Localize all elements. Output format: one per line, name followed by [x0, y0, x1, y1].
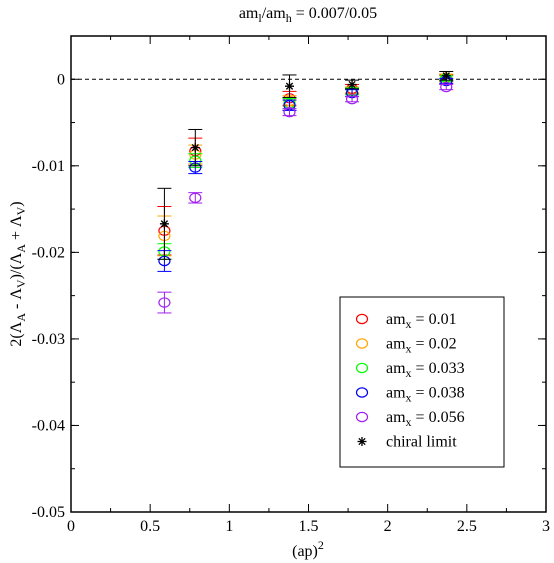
legend-label: amx = 0.02 — [386, 336, 457, 356]
legend-marker — [355, 411, 369, 423]
data-point — [189, 192, 202, 204]
data-point — [441, 71, 451, 81]
series-3 — [157, 75, 454, 272]
series-1 — [157, 72, 454, 257]
axis-ticks: 0 0.5 1 1.5 2 2.5 3 0 -0.01 -0.02 -0.03 -0.04 -0.05 — [32, 36, 550, 535]
y-tick-label: 0 — [57, 71, 65, 88]
x-tick-label: 2 — [384, 518, 392, 535]
x-tick-label: 1 — [225, 518, 233, 535]
legend-label: amx = 0.01 — [386, 311, 457, 331]
data-point — [345, 93, 359, 105]
y-axis-label: 2(ΛA - ΛV)/(ΛA + ΛV) — [8, 201, 28, 346]
data-point — [347, 79, 357, 89]
data-point — [283, 106, 296, 118]
data-point — [190, 143, 200, 153]
y-tick-label: -0.05 — [32, 504, 65, 521]
series-layer — [157, 70, 454, 314]
x-tick-label: 1.5 — [299, 518, 319, 535]
data-point — [159, 219, 169, 229]
y-tick-label: -0.01 — [32, 158, 65, 175]
series-4 — [157, 81, 454, 314]
legend-marker — [355, 387, 369, 398]
legend-marker — [355, 338, 369, 349]
series-2 — [157, 73, 454, 260]
y-tick-label: -0.04 — [32, 417, 65, 434]
x-tick-label: 3 — [542, 518, 550, 535]
data-point — [440, 81, 453, 93]
x-tick-label: 0 — [67, 518, 75, 535]
legend-label: chiral limit — [386, 434, 457, 451]
y-tick-label: -0.02 — [32, 244, 65, 261]
legend-marker — [355, 362, 369, 374]
x-tick-label: 0.5 — [140, 518, 160, 535]
x-tick-label: 2.5 — [457, 518, 477, 535]
legend-marker — [357, 437, 367, 446]
y-tick-label: -0.03 — [32, 331, 65, 348]
data-point — [158, 297, 171, 308]
legend-marker — [355, 313, 369, 325]
legend-box — [339, 296, 505, 468]
x-axis-label: (ap)2 — [292, 538, 324, 560]
chart-title: aml/amh = 0.007/0.05 — [239, 5, 377, 25]
data-point — [285, 81, 294, 91]
series-5 — [157, 70, 454, 260]
